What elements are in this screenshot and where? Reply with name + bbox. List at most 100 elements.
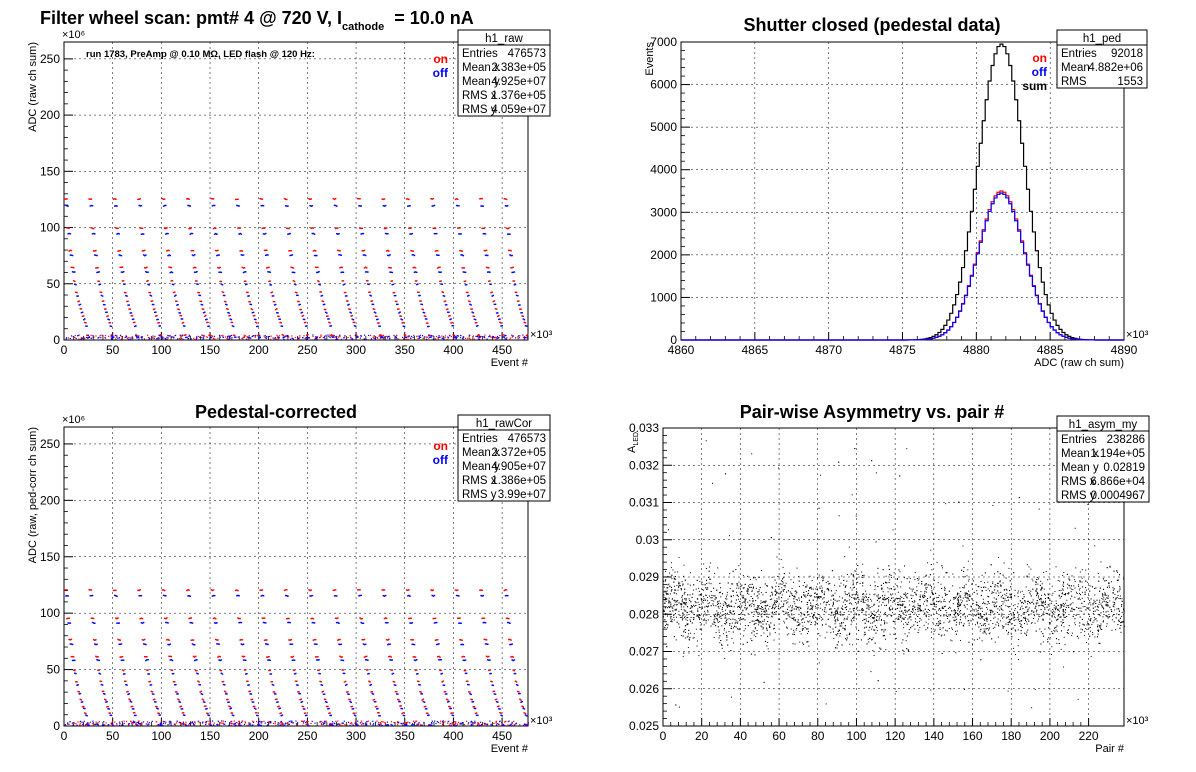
data-point-on <box>504 198 507 200</box>
data-point-on <box>341 724 343 726</box>
data-point-on <box>286 722 288 724</box>
data-point-on <box>408 589 410 591</box>
data-point-on <box>220 280 223 283</box>
data-point-off <box>208 714 210 717</box>
data-point-off <box>447 701 449 703</box>
data-point-off <box>447 311 449 313</box>
data-point-on <box>270 291 273 294</box>
data-point-off <box>513 724 515 726</box>
data-point-off <box>228 724 230 726</box>
data-point <box>1122 608 1124 610</box>
data-point-off <box>206 318 208 320</box>
data-point <box>890 599 892 601</box>
data-point-on <box>127 337 129 339</box>
data-point-off <box>372 724 374 726</box>
data-point <box>822 598 824 600</box>
data-point-on <box>243 267 246 269</box>
data-point-on <box>232 723 235 725</box>
data-point-off <box>118 643 121 646</box>
data-point-on <box>491 335 494 338</box>
data-point-on <box>348 308 350 310</box>
data-point-on <box>495 720 497 722</box>
data-point-off <box>497 337 499 339</box>
data-point-on <box>231 321 234 324</box>
data-point <box>941 567 943 569</box>
chart-ped: 4860 4865 4870 4875 4880 4885 4890010002000300… <box>644 15 1149 369</box>
data-point-off <box>220 271 223 274</box>
data-point-off <box>309 595 311 597</box>
data-point <box>960 596 962 598</box>
data-point-off <box>367 334 370 337</box>
data-point-on <box>140 617 143 619</box>
data-point-on <box>373 308 376 311</box>
data-point-on <box>474 322 477 324</box>
data-point-on <box>385 639 388 641</box>
data-point-on <box>199 300 202 302</box>
data-point-off <box>520 312 522 314</box>
data-point-off <box>243 723 246 725</box>
data-point-on <box>187 197 189 200</box>
data-point <box>1101 601 1103 603</box>
data-point <box>828 604 830 606</box>
x-tick-label: 250 <box>297 729 317 743</box>
data-point-off <box>134 721 136 723</box>
data-point-on <box>350 315 352 317</box>
data-point-on <box>104 337 106 339</box>
data-point-off <box>263 335 265 337</box>
data-point-on <box>516 690 519 693</box>
data-point-off <box>138 204 141 207</box>
data-point-on <box>244 721 246 723</box>
data-point-off <box>192 722 194 724</box>
data-point-off <box>322 723 324 726</box>
data-point <box>998 592 1000 594</box>
data-point-on <box>362 338 364 340</box>
data-point-on <box>398 308 400 310</box>
data-point-on <box>162 589 165 591</box>
data-point <box>803 595 805 597</box>
data-point-off <box>191 622 194 624</box>
data-point-on <box>292 669 295 671</box>
data-layer <box>64 589 530 727</box>
data-point-on <box>489 669 491 672</box>
data-point-off <box>519 692 521 695</box>
data-point-on <box>407 335 409 337</box>
data-point-off <box>189 724 192 726</box>
data-point-on <box>456 227 459 229</box>
data-point-off <box>425 708 428 710</box>
data-point-on <box>208 723 210 725</box>
data-point-on <box>496 705 499 708</box>
data-point-off <box>312 622 315 624</box>
data-point-on <box>274 722 276 724</box>
data-point-off <box>362 622 365 624</box>
data-point-on <box>525 334 528 337</box>
data-point <box>871 613 873 615</box>
data-point-off <box>314 254 317 257</box>
data-point-off <box>434 233 437 235</box>
data-point <box>947 607 949 609</box>
data-point-off <box>259 337 261 339</box>
data-point-off <box>214 232 217 235</box>
data-point-on <box>357 724 359 726</box>
data-point <box>978 617 980 619</box>
data-point-on <box>91 617 94 619</box>
data-point-on <box>209 722 212 724</box>
data-point-off <box>64 724 67 726</box>
data-point-off <box>418 721 420 724</box>
data-point-on <box>192 267 195 269</box>
data-point-on <box>241 266 244 269</box>
data-point-off <box>409 722 411 724</box>
data-point-on <box>253 334 255 337</box>
data-point <box>724 609 726 611</box>
data-point-off <box>522 334 524 336</box>
data-point-off <box>456 335 458 337</box>
data-point-off <box>107 724 109 726</box>
data-point-on <box>133 321 136 324</box>
data-point-off <box>511 254 513 257</box>
data-point <box>679 603 681 605</box>
data-point-off <box>312 232 315 235</box>
data-point-on <box>222 720 224 722</box>
data-point-on <box>186 589 188 592</box>
data-point-off <box>442 720 444 722</box>
data-point <box>705 614 707 616</box>
data-point-off <box>421 303 424 306</box>
